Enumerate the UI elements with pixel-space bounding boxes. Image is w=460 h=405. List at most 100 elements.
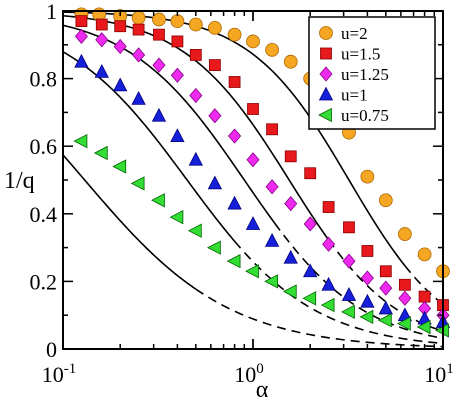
data-point	[398, 290, 412, 306]
y-tick-label: 0.4	[30, 202, 58, 227]
data-point	[207, 175, 223, 190]
data-point	[284, 196, 298, 212]
data-point	[152, 12, 166, 27]
data-point	[321, 276, 336, 291]
data-point	[322, 236, 336, 252]
legend-label: u=1.25	[341, 65, 389, 84]
x-tick-label: 101	[424, 361, 454, 387]
data-point	[95, 32, 109, 48]
data-point	[188, 17, 203, 32]
data-point	[416, 319, 431, 335]
y-tick-label: 0	[46, 337, 57, 362]
data-point	[283, 249, 298, 264]
legend-label: u=0.75	[341, 106, 389, 125]
legend-label: u=1.5	[341, 45, 380, 64]
data-point	[151, 107, 167, 122]
data-point	[74, 53, 89, 68]
data-point	[152, 57, 166, 73]
data-point	[112, 159, 127, 174]
y-tick-label: 0.8	[30, 67, 58, 92]
data-point	[379, 265, 392, 278]
data-point	[226, 253, 241, 269]
data-point	[303, 263, 318, 278]
theory-curve-solid	[62, 51, 236, 242]
data-point	[303, 216, 317, 232]
data-point	[227, 195, 242, 210]
data-point	[131, 10, 146, 25]
data-point	[170, 128, 185, 142]
data-point	[284, 150, 297, 163]
data-point	[114, 20, 127, 33]
legend: u=2 u=1.5u=1.25 u=1u=0.75	[308, 16, 436, 130]
data-point	[265, 42, 279, 57]
data-point	[227, 27, 242, 42]
series-u=1.25	[74, 28, 450, 323]
data-point	[207, 20, 222, 35]
data-point	[360, 293, 375, 308]
legend-label: u=2	[341, 24, 368, 43]
data-point	[359, 309, 374, 325]
data-point	[247, 103, 259, 115]
theory-curve-solid	[62, 24, 276, 224]
data-point	[113, 77, 128, 92]
data-point	[361, 245, 374, 257]
legend-marker	[319, 26, 333, 40]
data-point	[151, 193, 165, 208]
data-point	[266, 123, 278, 136]
data-point	[302, 291, 317, 306]
y-tick-label: 0.2	[30, 269, 58, 294]
data-point	[170, 67, 184, 83]
data-point	[418, 290, 431, 303]
legend-marker	[319, 66, 333, 82]
series-u=0.75	[73, 133, 449, 338]
data-point	[265, 179, 279, 195]
data-point	[378, 193, 393, 208]
legend-marker	[318, 86, 334, 101]
data-point	[304, 167, 317, 180]
data-point	[130, 176, 145, 191]
data-point	[208, 108, 222, 124]
data-point	[93, 145, 108, 161]
theory-curve-dashed	[404, 265, 444, 305]
data-point	[378, 300, 393, 315]
y-axis-title: 1/q	[4, 168, 35, 194]
data-point	[171, 35, 184, 48]
data-point	[169, 210, 184, 225]
data-point	[207, 240, 221, 255]
data-point	[379, 280, 393, 296]
data-point	[283, 54, 298, 69]
data-point	[360, 169, 375, 184]
data-point	[246, 152, 260, 168]
data-point	[360, 270, 374, 286]
data-point	[228, 128, 242, 144]
theory-curve-solid	[62, 154, 197, 290]
data-point	[245, 216, 261, 230]
x-axis-title: α	[256, 377, 269, 403]
data-point	[397, 227, 412, 241]
x-tick-label: 10-1	[42, 361, 77, 387]
data-point	[397, 316, 411, 331]
data-point	[170, 14, 185, 29]
data-point	[343, 221, 355, 234]
data-point	[153, 28, 165, 41]
data-point	[245, 264, 259, 279]
series-u=1	[74, 53, 451, 328]
data-point	[246, 34, 260, 49]
y-tick-label: 1	[46, 0, 57, 24]
data-point	[188, 151, 203, 166]
data-point	[264, 232, 280, 247]
data-point	[264, 274, 278, 289]
data-point	[74, 28, 88, 44]
data-point	[377, 313, 392, 328]
data-point	[341, 287, 357, 301]
data-point	[322, 201, 335, 213]
legend-marker	[320, 47, 332, 60]
data-point	[282, 284, 297, 299]
data-point	[189, 87, 203, 104]
legend-marker	[318, 107, 332, 123]
theory-curve-dashed	[195, 288, 444, 348]
data-point	[398, 278, 411, 291]
data-point	[113, 38, 127, 55]
data-point	[131, 91, 146, 105]
